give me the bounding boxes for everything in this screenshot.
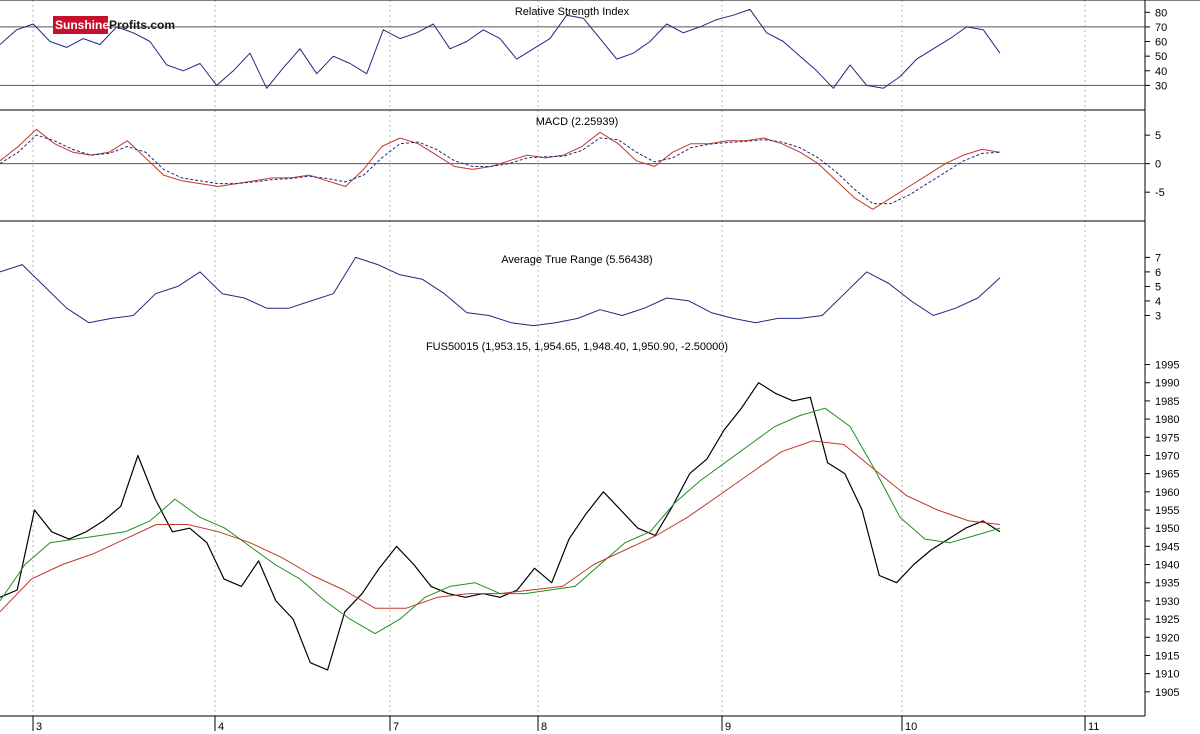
price-series-line xyxy=(0,382,1001,671)
price-series-line xyxy=(0,440,1001,613)
rsi-y-tick-label: 80 xyxy=(1155,7,1167,19)
x-tick-label: 11 xyxy=(1088,721,1099,733)
price-y-tick-label: 1955 xyxy=(1155,505,1179,517)
macd-title: MACD (2.25939) xyxy=(536,116,619,128)
rsi-panel: Relative Strength Index 30 40 50 60 70 80 xyxy=(0,6,1167,92)
x-tick-label: 9 xyxy=(725,721,731,733)
price-y-tick-label: 1940 xyxy=(1155,560,1179,572)
macd-y-tick-label: -5 xyxy=(1155,187,1165,199)
atr-panel: Average True Range (5.56438) 3 4 5 6 7 xyxy=(0,252,1161,327)
watermark-logo: Sunshine Profits.com xyxy=(53,16,175,34)
price-y-tick-label: 1930 xyxy=(1155,596,1179,608)
price-y-tick-label: 1920 xyxy=(1155,632,1179,644)
atr-y-tick-label: 3 xyxy=(1155,310,1161,322)
x-tick-label: 7 xyxy=(393,721,399,733)
x-tick-label: 3 xyxy=(36,721,42,733)
rsi-y-tick-label: 50 xyxy=(1155,51,1167,63)
price-y-tick-label: 1950 xyxy=(1155,523,1179,535)
price-y-tick-label: 1915 xyxy=(1155,650,1179,662)
macd-y-tick-label: 5 xyxy=(1155,130,1161,142)
macd-y-tick-label: 0 xyxy=(1155,159,1161,171)
price-y-tick-label: 1935 xyxy=(1155,578,1179,590)
price-panel: FUS50015 (1,953.15, 1,954.65, 1,948.40, … xyxy=(0,341,1179,699)
logo-red-box xyxy=(53,16,108,34)
price-y-tick-label: 1905 xyxy=(1155,687,1179,699)
rsi-series-line xyxy=(0,8,1001,89)
price-y-tick-label: 1985 xyxy=(1155,396,1179,408)
rsi-title: Relative Strength Index xyxy=(515,6,630,18)
price-y-tick-label: 1970 xyxy=(1155,450,1179,462)
price-y-tick-label: 1960 xyxy=(1155,487,1179,499)
logo-text-part1: Sunshine xyxy=(55,18,109,32)
rsi-y-tick-label: 70 xyxy=(1155,22,1167,34)
price-y-tick-label: 1975 xyxy=(1155,432,1179,444)
price-y-tick-label: 1910 xyxy=(1155,669,1179,681)
x-tick-label: 4 xyxy=(218,721,224,733)
atr-y-tick-label: 6 xyxy=(1155,267,1161,279)
x-tick-label: 8 xyxy=(541,721,547,733)
atr-title: Average True Range (5.56438) xyxy=(501,254,652,266)
x-tick-label: 10 xyxy=(905,721,917,733)
price-y-tick-label: 1990 xyxy=(1155,378,1179,390)
atr-y-tick-label: 5 xyxy=(1155,281,1161,293)
atr-y-tick-label: 4 xyxy=(1155,296,1161,308)
price-title: FUS50015 (1,953.15, 1,954.65, 1,948.40, … xyxy=(426,341,728,353)
atr-y-tick-label: 7 xyxy=(1155,252,1161,264)
macd-panel: MACD (2.25939) 5 0 -5 xyxy=(0,116,1165,210)
price-y-tick-label: 1925 xyxy=(1155,614,1179,626)
macd-series-line xyxy=(0,134,1001,205)
rsi-y-tick-label: 30 xyxy=(1155,80,1167,92)
vertical-gridlines xyxy=(32,0,1086,716)
atr-series-line xyxy=(0,256,1001,327)
rsi-y-tick-label: 40 xyxy=(1155,66,1167,78)
time-axis: 3 4 7 8 9 10 11 xyxy=(32,716,1099,733)
price-y-tick-label: 1945 xyxy=(1155,541,1179,553)
macd-series-line xyxy=(0,128,1001,210)
price-y-tick-label: 1995 xyxy=(1155,360,1179,372)
logo-text-part2: Profits.com xyxy=(109,18,175,32)
rsi-y-tick-label: 60 xyxy=(1155,37,1167,49)
price-y-tick-label: 1965 xyxy=(1155,469,1179,481)
price-y-tick-label: 1980 xyxy=(1155,414,1179,426)
